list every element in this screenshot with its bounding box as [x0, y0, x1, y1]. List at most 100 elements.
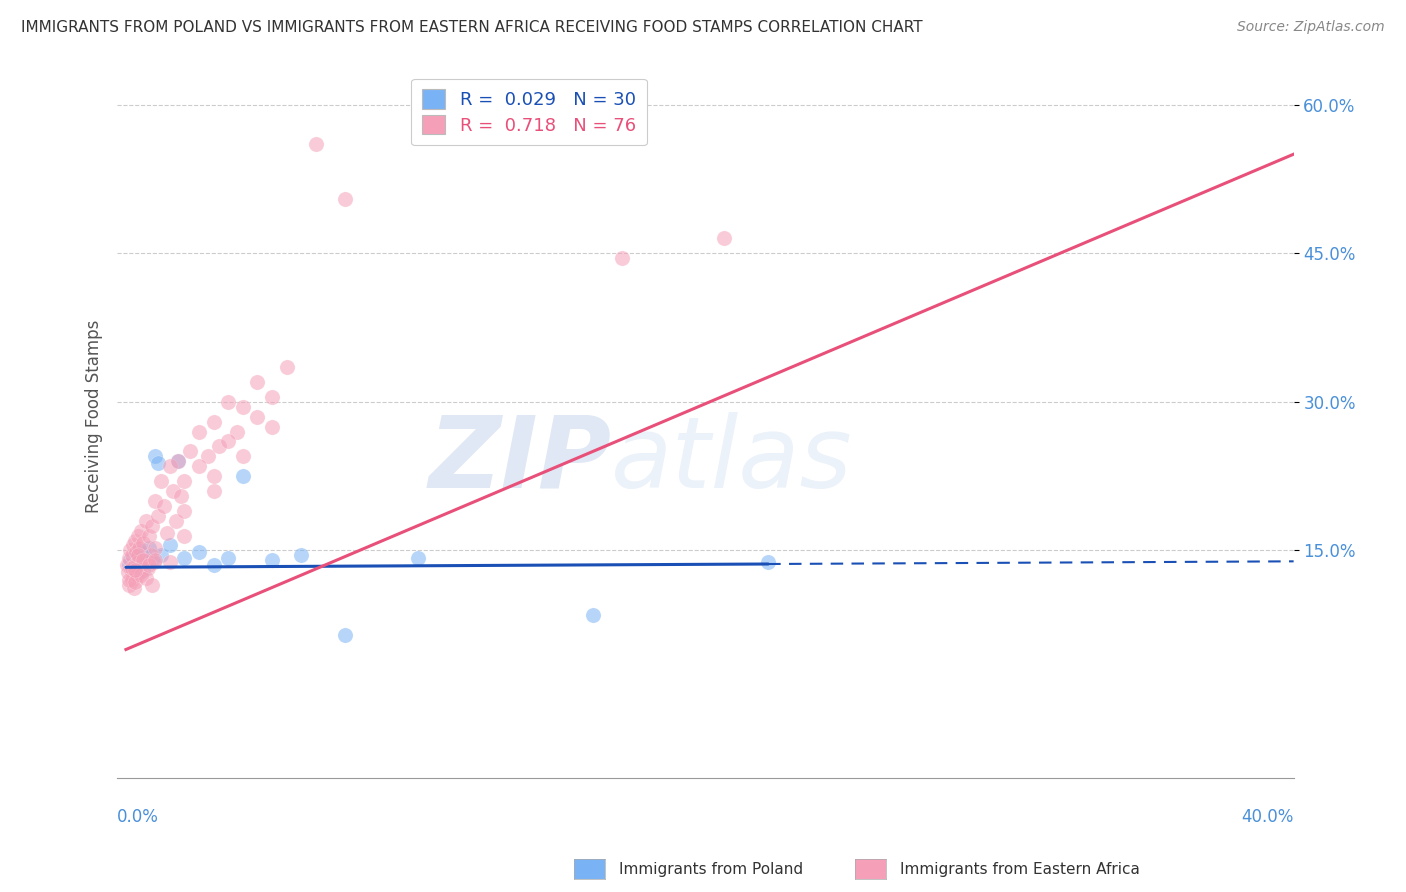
Point	[756, 555, 779, 569]
Point	[202, 415, 225, 429]
Point	[135, 514, 157, 528]
Point	[202, 558, 225, 573]
Text: ZIP: ZIP	[429, 411, 612, 508]
Point	[143, 494, 166, 508]
Point	[129, 524, 152, 538]
Point	[121, 555, 143, 569]
Point	[146, 456, 169, 470]
Text: Immigrants from Eastern Africa: Immigrants from Eastern Africa	[900, 863, 1140, 877]
Point	[156, 525, 179, 540]
Point	[146, 508, 169, 523]
Point	[305, 137, 328, 152]
Text: atlas: atlas	[612, 411, 853, 508]
Y-axis label: Receiving Food Stamps: Receiving Food Stamps	[86, 320, 103, 514]
Point	[217, 394, 239, 409]
Point	[167, 454, 190, 468]
Point	[162, 483, 184, 498]
Text: IMMIGRANTS FROM POLAND VS IMMIGRANTS FROM EASTERN AFRICA RECEIVING FOOD STAMPS C: IMMIGRANTS FROM POLAND VS IMMIGRANTS FRO…	[21, 20, 922, 35]
Point	[582, 607, 605, 622]
Point	[124, 563, 146, 577]
Point	[127, 555, 149, 569]
Point	[117, 566, 139, 580]
Point	[159, 555, 181, 569]
Point	[217, 434, 239, 449]
Point	[118, 578, 141, 592]
Point	[118, 573, 141, 587]
Point	[129, 566, 152, 580]
Point	[173, 504, 195, 518]
Point	[260, 553, 283, 567]
Point	[122, 581, 145, 595]
Point	[138, 528, 160, 542]
Point	[406, 551, 429, 566]
Point	[124, 575, 146, 590]
Point	[118, 551, 141, 566]
Point	[197, 450, 219, 464]
Point	[125, 545, 148, 559]
Point	[170, 489, 193, 503]
Point	[127, 528, 149, 542]
Point	[121, 561, 143, 575]
Point	[187, 425, 209, 439]
Point	[124, 533, 146, 548]
Point	[173, 474, 195, 488]
Point	[290, 549, 312, 563]
Point	[141, 578, 163, 592]
Point	[713, 231, 735, 245]
Point	[142, 555, 165, 569]
Point	[202, 469, 225, 483]
Point	[143, 541, 166, 556]
Point	[202, 483, 225, 498]
Point	[121, 549, 143, 563]
Point	[149, 474, 172, 488]
Point	[122, 539, 145, 553]
Text: 40.0%: 40.0%	[1241, 807, 1294, 826]
Text: Immigrants from Poland: Immigrants from Poland	[619, 863, 803, 877]
Point	[120, 563, 142, 577]
Point	[135, 571, 157, 585]
Point	[159, 459, 181, 474]
Point	[132, 535, 155, 549]
Point	[149, 549, 172, 563]
Point	[246, 409, 269, 424]
Point	[136, 561, 159, 575]
Point	[179, 444, 201, 458]
Point	[135, 555, 157, 569]
Point	[117, 558, 139, 573]
Point	[134, 550, 156, 565]
Point	[159, 539, 181, 553]
Point	[208, 439, 231, 453]
Point	[333, 192, 356, 206]
Point	[153, 499, 176, 513]
Point	[122, 551, 145, 566]
Point	[125, 568, 148, 582]
Point	[143, 553, 166, 567]
Point	[120, 553, 142, 567]
Point	[225, 425, 247, 439]
Point	[232, 400, 254, 414]
Point	[139, 549, 162, 563]
Point	[124, 558, 146, 573]
Point	[173, 551, 195, 566]
Text: Source: ZipAtlas.com: Source: ZipAtlas.com	[1237, 20, 1385, 34]
Point	[260, 390, 283, 404]
Point	[120, 543, 142, 558]
Point	[129, 568, 152, 582]
Text: 0.0%: 0.0%	[117, 807, 159, 826]
Point	[118, 558, 141, 573]
Point	[333, 627, 356, 641]
Point	[138, 558, 160, 573]
Point	[138, 541, 160, 556]
Point	[187, 545, 209, 559]
Point	[143, 450, 166, 464]
Point	[612, 251, 634, 265]
Point	[124, 558, 146, 573]
Point	[232, 469, 254, 483]
Point	[131, 558, 153, 573]
Point	[246, 375, 269, 389]
Point	[121, 573, 143, 587]
Point	[134, 553, 156, 567]
Point	[132, 563, 155, 577]
Point	[128, 543, 150, 558]
Point	[232, 450, 254, 464]
